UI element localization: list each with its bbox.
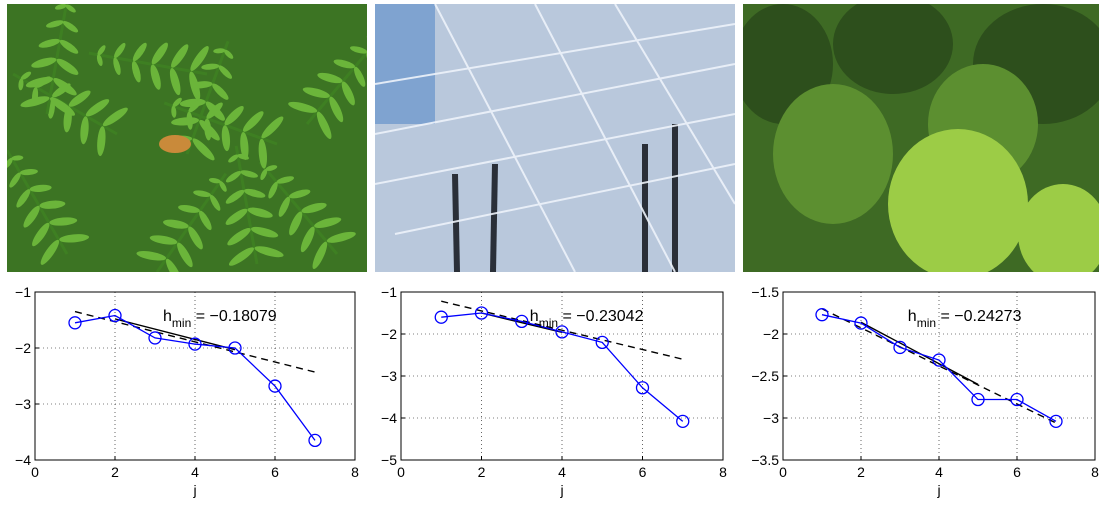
data-point (434, 310, 448, 324)
data-line (441, 312, 684, 422)
y-tick-label: −3 (381, 368, 397, 384)
chart-3: 0 2 4 6 8 −1.5 −2 −2.5 −3 −3.5 j hmin = −0.24273 (751, 284, 1099, 498)
y-tick-label: −3 (763, 410, 779, 426)
x-tick-label: 0 (397, 464, 405, 480)
chart-2: 0 2 4 6 8 −1 −2 −3 −4 −5 j hmin = −0.23042 (381, 284, 727, 498)
x-tick-label: 6 (639, 464, 647, 480)
x-axis-label: j (559, 482, 563, 498)
data-point (893, 340, 907, 355)
y-tick-label: −1 (15, 284, 31, 300)
x-tick-label: 8 (1091, 464, 1099, 480)
fern-photo (7, 4, 367, 272)
y-tick-label: −2.5 (751, 368, 779, 384)
data-point (555, 325, 569, 339)
x-tick-label: 8 (351, 464, 359, 480)
data-point (515, 314, 529, 329)
data-point (815, 308, 829, 322)
data-point (635, 381, 650, 395)
data-point (595, 335, 609, 350)
hmin-annotation: hmin = −0.24273 (908, 308, 1022, 330)
x-tick-label: 0 (779, 464, 787, 480)
chart-1: 0 2 4 6 8 −1 −2 −3 −4 j hmin = −0.18079 (15, 284, 359, 498)
data-point (971, 392, 985, 407)
dashed-fit-line (441, 300, 683, 360)
data-point (108, 308, 122, 323)
x-axis-label: j (936, 482, 940, 498)
y-tick-label: −4 (15, 452, 31, 468)
fern-image (7, 4, 367, 272)
data-point (148, 331, 162, 345)
y-tick-label: −4 (381, 410, 397, 426)
solid-fit-line (114, 318, 236, 351)
butterfly (159, 135, 191, 153)
x-tick-label: 6 (271, 464, 279, 480)
data-point (474, 306, 489, 320)
data-point (1049, 414, 1063, 429)
data-line (74, 314, 316, 441)
frost-trees-photo (375, 4, 735, 272)
data-point (932, 353, 946, 367)
x-tick-label: 4 (558, 464, 566, 480)
x-tick-label: 2 (478, 464, 486, 480)
data-line (821, 314, 1057, 422)
y-tick-label: −2 (763, 326, 779, 342)
y-tick-label: −1.5 (751, 284, 779, 300)
data-point (854, 316, 868, 330)
data-point (268, 379, 282, 393)
dashed-fit-line (821, 308, 1057, 424)
y-tick-label: −3.5 (751, 452, 779, 468)
data-point (676, 414, 690, 429)
data-point (228, 341, 242, 355)
x-tick-label: 0 (31, 464, 39, 480)
y-tick-label: −5 (381, 452, 397, 468)
x-axis-label: j (192, 482, 196, 498)
data-point (308, 433, 322, 448)
x-tick-label: 8 (719, 464, 727, 480)
forest-photo (743, 4, 1099, 272)
plots-area: 0 2 4 6 8 −1 −2 −3 −4 j hmin = −0.18079 0 2 4 6 8 −1 −2 −… (15, 284, 1099, 498)
data-point (68, 316, 82, 330)
x-tick-label: 6 (1013, 464, 1021, 480)
data-point (188, 337, 202, 351)
forest-image (743, 4, 1099, 272)
y-tick-label: −3 (15, 396, 31, 412)
x-tick-label: 2 (857, 464, 865, 480)
hmin-annotation: hmin = −0.18079 (163, 308, 277, 330)
x-tick-label: 4 (935, 464, 943, 480)
frost-image (375, 4, 735, 272)
x-tick-label: 2 (111, 464, 119, 480)
y-tick-label: −1 (381, 284, 397, 300)
data-point (1010, 392, 1024, 407)
x-tick-label: 4 (191, 464, 199, 480)
y-tick-label: −2 (381, 326, 397, 342)
y-tick-label: −2 (15, 340, 31, 356)
hmin-annotation: hmin = −0.23042 (530, 308, 644, 330)
